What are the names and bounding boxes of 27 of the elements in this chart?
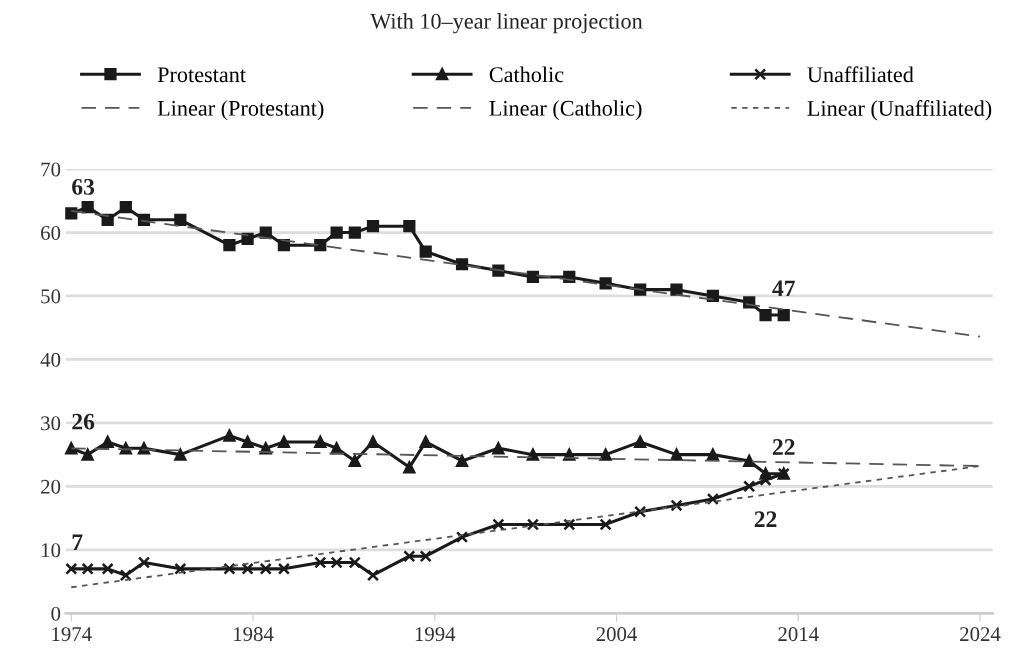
y-tick-label: 60 bbox=[41, 225, 61, 240]
legend-label: Protestant bbox=[157, 67, 246, 83]
y-tick-label: 70 bbox=[41, 162, 61, 177]
x-tick-label: 1984 bbox=[234, 627, 274, 642]
y-tick-label: 30 bbox=[41, 416, 61, 431]
annotation: 22 bbox=[754, 511, 777, 527]
annotation: 22 bbox=[772, 439, 795, 455]
legend-label: Catholic bbox=[489, 66, 564, 83]
x-tick-label: 2014 bbox=[778, 627, 819, 642]
legend-label: Linear (Unaffiliated) bbox=[807, 100, 992, 121]
chart-title: With 10–year linear projection bbox=[370, 13, 643, 34]
annotation: 63 bbox=[72, 178, 95, 195]
y-tick-label: 0 bbox=[51, 606, 61, 621]
legend-label: Linear (Catholic) bbox=[489, 100, 642, 121]
x-tick-label: 2024 bbox=[960, 627, 1001, 642]
y-tick-label: 10 bbox=[41, 543, 61, 558]
annotation: 47 bbox=[772, 280, 795, 297]
y-tick-label: 50 bbox=[41, 289, 61, 304]
y-tick-label: 20 bbox=[41, 479, 61, 494]
annotation: 7 bbox=[72, 534, 83, 550]
x-tick-label: 1994 bbox=[415, 627, 456, 642]
y-tick-label: 40 bbox=[40, 352, 61, 367]
legend-label: Unaffiliated bbox=[807, 66, 914, 83]
x-tick-label: 1974 bbox=[52, 627, 92, 642]
legend-label: Linear (Protestant) bbox=[157, 100, 324, 121]
x-tick-label: 2004 bbox=[596, 627, 638, 642]
annotation: 26 bbox=[72, 413, 95, 430]
